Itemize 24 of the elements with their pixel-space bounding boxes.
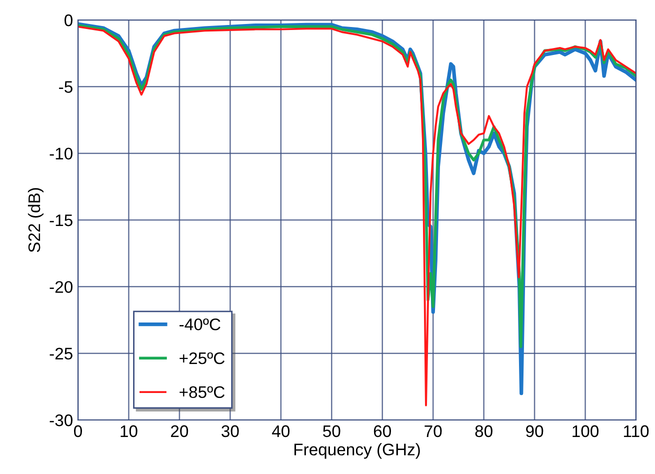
x-tick-label: 100 xyxy=(572,425,599,438)
legend-label: -40ºC xyxy=(180,318,220,330)
y-tick-label: -10 xyxy=(50,148,72,160)
x-tick-label: 70 xyxy=(424,425,442,438)
legend-label: +85ºC xyxy=(180,386,225,398)
x-tick-label: 80 xyxy=(475,425,492,438)
y-tick-label: 0 xyxy=(64,14,72,26)
x-tick-label: 20 xyxy=(171,425,188,438)
x-tick-label: 10 xyxy=(120,425,138,438)
y-tick-label: -25 xyxy=(50,348,72,360)
x-tick-label: 30 xyxy=(222,425,239,438)
x-tick-label: 40 xyxy=(272,425,290,438)
x-tick-label: 60 xyxy=(374,425,391,438)
x-tick-label: 50 xyxy=(323,425,340,438)
y-tick-label: -15 xyxy=(50,214,72,226)
x-axis-title: Frequency (GHz) xyxy=(294,443,420,459)
y-tick-label: -5 xyxy=(59,81,72,93)
x-tick-label: 110 xyxy=(624,425,649,438)
y-tick-label: -20 xyxy=(50,281,72,293)
y-axis-title: S22 (dB) xyxy=(28,188,44,252)
y-tick-label: -30 xyxy=(50,414,72,426)
legend-label: +25ºC xyxy=(180,352,225,364)
x-tick-label: 0 xyxy=(74,425,82,438)
x-tick-label: 90 xyxy=(526,425,544,438)
